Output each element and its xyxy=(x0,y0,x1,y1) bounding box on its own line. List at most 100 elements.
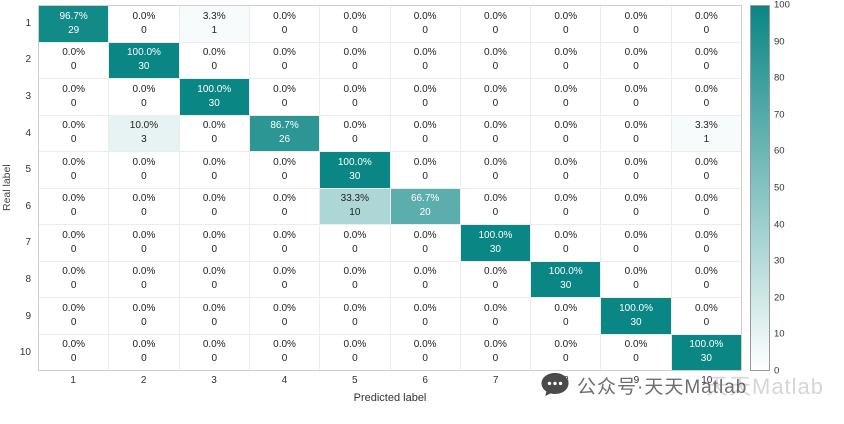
cell-percent: 0.0% xyxy=(624,156,648,168)
cell-count: 0 xyxy=(703,97,710,109)
cell-count: 0 xyxy=(141,170,147,182)
matrix-cell: 0.0% 0 xyxy=(249,42,320,78)
matrix-cell: 0.0% 0 xyxy=(109,6,179,42)
cell-count: 0 xyxy=(492,61,499,73)
cell-count: 0 xyxy=(422,316,428,328)
cell-percent: 0.0% xyxy=(413,47,437,59)
cell-percent: 0.0% xyxy=(132,302,156,314)
matrix-cell: 0.0% 0 xyxy=(390,261,460,297)
matrix-cell: 0.0% 0 xyxy=(39,261,109,297)
cell-percent: 0.0% xyxy=(694,266,718,278)
cell-percent: 0.0% xyxy=(132,266,156,278)
colorbar-tick-label: 90 xyxy=(774,36,785,48)
cell-percent: 0.0% xyxy=(554,193,578,205)
cell-count: 0 xyxy=(492,353,499,365)
cell-count: 0 xyxy=(492,170,499,182)
matrix-cell: 0.0% 0 xyxy=(320,298,390,334)
matrix-cell: 0.0% 0 xyxy=(39,79,109,115)
cell-count: 0 xyxy=(703,243,710,255)
matrix-cell: 100.0% 30 xyxy=(320,152,390,188)
matrix-cell: 0.0% 0 xyxy=(671,152,741,188)
matrix-cell: 100.0% 30 xyxy=(601,298,671,334)
colorbar-tick-label: 0 xyxy=(774,365,780,377)
cell-percent: 0.0% xyxy=(343,47,367,59)
matrix-cell: 0.0% 0 xyxy=(531,334,601,370)
matrix-cell: 96.7% 29 xyxy=(39,6,109,42)
matrix-cell: 0.0% 0 xyxy=(179,298,249,334)
y-tick-label: 10 xyxy=(19,347,31,359)
cell-percent: 0.0% xyxy=(484,120,507,132)
matrix-cell: 0.0% 0 xyxy=(320,225,390,261)
matrix-cell: 3.3% 1 xyxy=(671,115,741,151)
matrix-cell: 0.0% 0 xyxy=(249,261,320,297)
matrix-cell: 0.0% 0 xyxy=(249,334,320,370)
cell-count: 0 xyxy=(492,207,499,219)
matrix-cell: 0.0% 0 xyxy=(390,79,460,115)
matrix-cell: 0.0% 0 xyxy=(390,152,460,188)
cell-count: 0 xyxy=(141,316,147,328)
cell-percent: 0.0% xyxy=(554,339,578,351)
cell-count: 30 xyxy=(489,243,501,255)
matrix-cell: 0.0% 0 xyxy=(249,298,320,334)
matrix-cell: 0.0% 0 xyxy=(531,6,601,42)
cell-percent: 0.0% xyxy=(343,10,367,22)
matrix-cell: 0.0% 0 xyxy=(531,42,601,78)
watermark-text: 公众号·天天Matlab xyxy=(577,376,748,398)
matrix-cell: 0.0% 0 xyxy=(460,334,531,370)
matrix-cell: 0.0% 0 xyxy=(601,188,671,224)
cell-count: 0 xyxy=(281,316,288,328)
cell-count: 0 xyxy=(352,280,358,292)
cell-percent: 0.0% xyxy=(554,47,578,59)
cell-percent: 0.0% xyxy=(62,193,86,205)
matrix-cell: 100.0% 30 xyxy=(179,79,249,115)
y-tick-label: 6 xyxy=(25,200,31,212)
matrix-cell: 0.0% 0 xyxy=(320,115,390,151)
cell-percent: 0.0% xyxy=(484,339,507,351)
cell-count: 0 xyxy=(703,207,710,219)
cell-percent: 0.0% xyxy=(694,302,718,314)
matrix-cell: 0.0% 0 xyxy=(601,79,671,115)
matrix-cell: 0.0% 0 xyxy=(671,261,741,297)
cell-count: 30 xyxy=(349,170,361,182)
matrix-cell: 0.0% 0 xyxy=(320,334,390,370)
cell-count: 0 xyxy=(492,24,499,36)
cell-count: 0 xyxy=(633,207,639,219)
cell-percent: 100.0% xyxy=(619,302,653,314)
cell-percent: 0.0% xyxy=(132,229,156,241)
cell-count: 0 xyxy=(422,170,428,182)
matrix-cell: 0.0% 0 xyxy=(671,225,741,261)
x-tick-label: 7 xyxy=(492,375,499,386)
cell-count: 0 xyxy=(211,61,218,73)
cell-count: 0 xyxy=(492,97,499,109)
cell-percent: 0.0% xyxy=(624,10,648,22)
matrix-cell: 0.0% 0 xyxy=(179,115,249,151)
matrix-cell: 0.0% 0 xyxy=(460,261,531,297)
cell-percent: 0.0% xyxy=(202,339,226,351)
cell-percent: 0.0% xyxy=(484,47,507,59)
matrix-cell: 0.0% 0 xyxy=(601,6,671,42)
cell-count: 0 xyxy=(562,207,569,219)
cell-percent: 0.0% xyxy=(202,120,226,132)
cell-count: 0 xyxy=(352,97,358,109)
cell-percent: 0.0% xyxy=(484,156,507,168)
cell-percent: 0.0% xyxy=(413,339,437,351)
cell-percent: 0.0% xyxy=(62,47,86,59)
cell-percent: 0.0% xyxy=(694,229,718,241)
cell-count: 0 xyxy=(281,170,288,182)
x-axis-title: Predicted label xyxy=(353,392,427,404)
cell-percent: 86.7% xyxy=(270,120,299,132)
cell-count: 0 xyxy=(70,207,77,219)
cell-count: 30 xyxy=(560,280,572,292)
matrix-cell: 0.0% 0 xyxy=(531,115,601,151)
cell-count: 0 xyxy=(562,97,569,109)
matrix-cell: 0.0% 0 xyxy=(249,79,320,115)
cell-count: 1 xyxy=(703,134,710,146)
cell-percent: 0.0% xyxy=(62,229,86,241)
cell-percent: 0.0% xyxy=(413,120,437,132)
cell-count: 0 xyxy=(211,280,218,292)
cell-percent: 0.0% xyxy=(484,193,507,205)
x-tick-label: 9 xyxy=(633,375,640,386)
x-tick-label: 1 xyxy=(70,375,76,386)
y-axis-title: Real label xyxy=(1,164,13,212)
colorbar-tick-label: 40 xyxy=(774,219,785,231)
